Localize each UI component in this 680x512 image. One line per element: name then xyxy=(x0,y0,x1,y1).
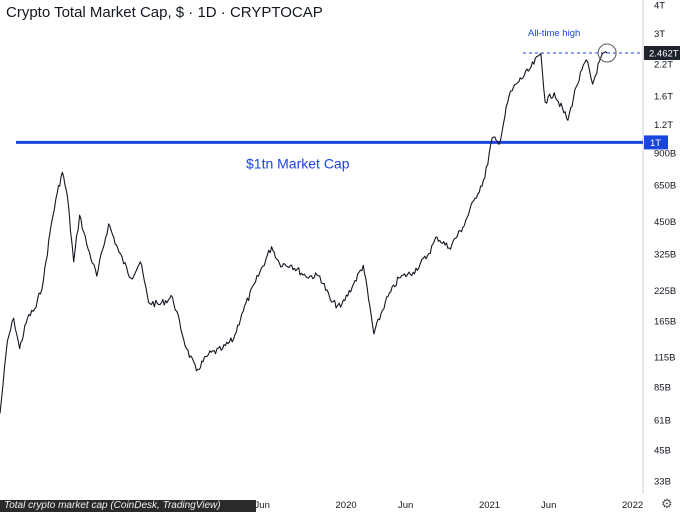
y-tick-label: 450B xyxy=(654,217,676,228)
price-series-line xyxy=(0,51,608,414)
current-value-label: 2.462T xyxy=(649,48,679,59)
y-tick-label: 3T xyxy=(654,29,665,40)
y-tick-label: 165B xyxy=(654,317,676,328)
one-trillion-annotation: $1tn Market Cap xyxy=(246,155,350,171)
chart-title: Crypto Total Market Cap, $ · 1D · CRYPTO… xyxy=(6,4,323,21)
x-tick-label: 2022 xyxy=(622,500,643,509)
y-tick-label: 1.6T xyxy=(654,91,673,102)
y-tick-label: 650B xyxy=(654,181,676,192)
image-caption: Total crypto market cap (CoinDesk, Tradi… xyxy=(0,500,256,512)
gear-icon[interactable]: ⚙ xyxy=(661,497,673,512)
y-tick-label: 115B xyxy=(654,353,675,364)
current-value-badge xyxy=(644,45,680,60)
x-tick-label: Jun xyxy=(255,500,270,509)
y-tick-label: 4T xyxy=(654,0,665,11)
y-tick-label: 225B xyxy=(654,286,676,297)
y-tick-label: 900B xyxy=(654,148,676,159)
y-tick-label: 325B xyxy=(654,249,676,260)
y-tick-label: 85B xyxy=(654,382,671,393)
y-tick-label: 2.2T xyxy=(654,60,673,71)
y-tick-label: 33B xyxy=(654,476,671,487)
ath-highlight-circle xyxy=(597,43,617,63)
ath-annotation: All-time high xyxy=(528,28,580,39)
one-trillion-axis-label: 1T xyxy=(650,138,661,149)
one-trillion-badge xyxy=(644,135,668,150)
x-tick-label: Jun xyxy=(398,500,413,509)
x-tick-label: Jun xyxy=(541,500,556,509)
x-tick-label: 2020 xyxy=(336,500,357,509)
y-tick-label: 1.2T xyxy=(654,120,673,131)
y-tick-label: 45B xyxy=(654,446,671,457)
x-tick-label: 2021 xyxy=(479,500,500,509)
y-tick-label: 61B xyxy=(654,415,671,426)
